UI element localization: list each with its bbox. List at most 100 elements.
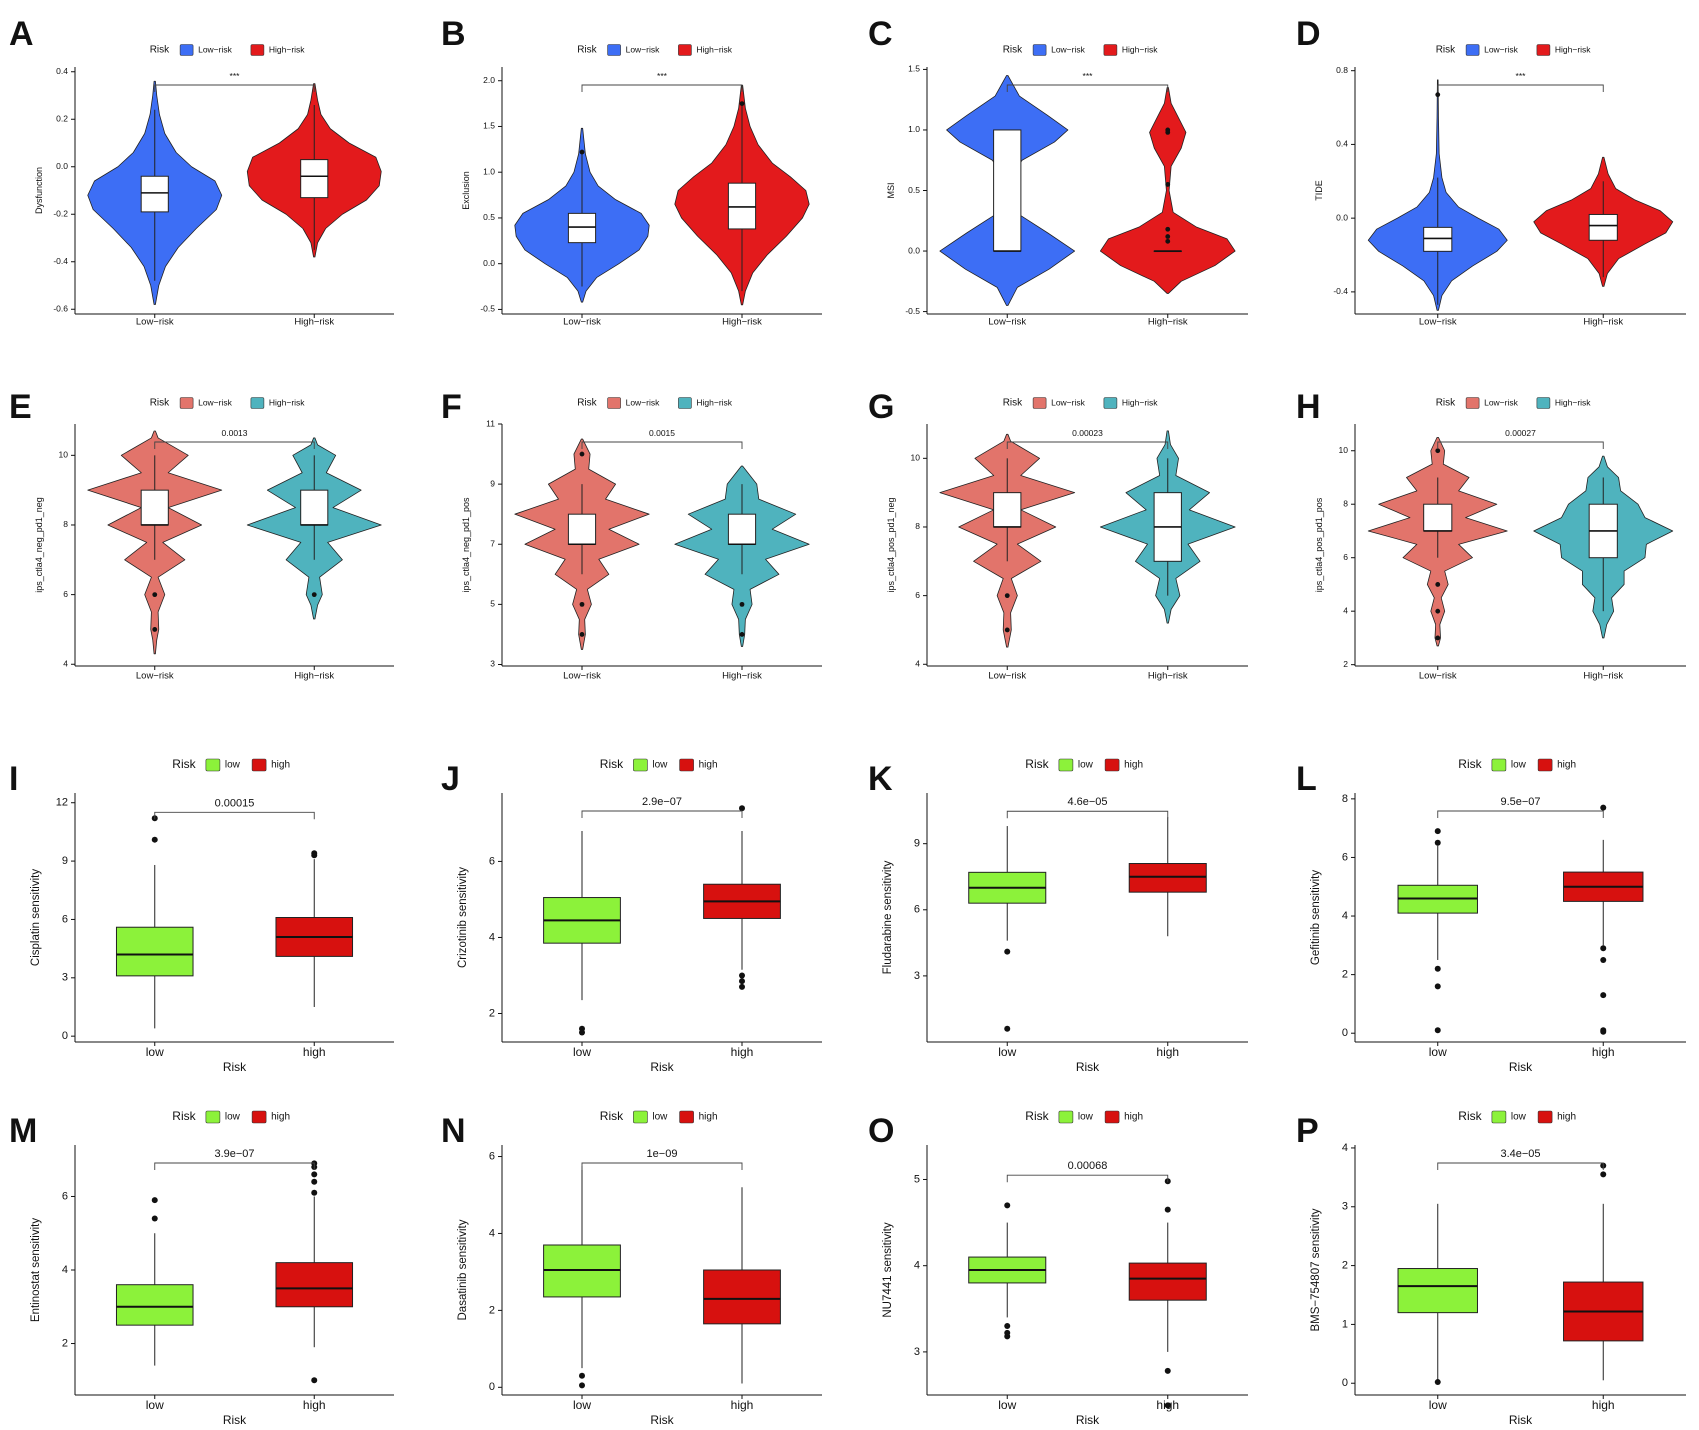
significance-bracket: *** — [581, 71, 743, 92]
y-tick-label: 1.5 — [483, 121, 495, 131]
significance-label: 1e−09 — [647, 1148, 678, 1160]
legend-swatch — [678, 397, 692, 409]
significance-label: 4.6e−05 — [1067, 796, 1107, 808]
box — [993, 129, 1022, 252]
outlier-point — [1004, 627, 1010, 633]
chart-panel-o: O Risk low high 3 4 5 NU7441 sensitivity low high… — [868, 1109, 1248, 1427]
y-tick-label: 6 — [489, 855, 495, 867]
significance-label: *** — [1083, 71, 1094, 81]
y-tick-label: 0 — [489, 1381, 495, 1393]
group-lowrisk — [939, 75, 1076, 306]
panel-label: D — [1296, 15, 1321, 53]
y-tick-label: 2 — [1343, 659, 1348, 669]
box — [567, 212, 597, 244]
x-tick-label: High−risk — [722, 671, 762, 682]
legend-swatch — [1058, 758, 1074, 772]
y-tick-label: 9 — [490, 478, 495, 488]
legend-label: high — [1557, 760, 1576, 771]
box — [1128, 1262, 1207, 1301]
legend-swatch — [1491, 758, 1507, 772]
y-axis-title: BMS−754807 sensitivity — [1310, 1208, 1322, 1331]
outlier-point — [1435, 92, 1441, 98]
y-tick-label: 4 — [62, 1264, 68, 1276]
outlier-point — [1434, 1027, 1441, 1034]
chart-panel-p: P Risk low high 0 1 2 3 4 BMS−754807 sensitivity l… — [1296, 1109, 1686, 1427]
group-low — [543, 831, 621, 1036]
legend: Risk Low−risk High−risk — [577, 44, 733, 56]
outlier-point — [1434, 965, 1441, 972]
legend-title: Risk — [577, 45, 597, 56]
y-tick-label: 1.0 — [908, 124, 920, 134]
significance-bracket: 4.6e−05 — [1006, 796, 1169, 819]
legend-swatch — [607, 44, 621, 56]
chart-panel-c: C Risk Low−risk High−risk -0.5 0.0 0.5 1.0 1.5 MS… — [868, 15, 1248, 328]
outlier-point — [1004, 1202, 1011, 1209]
y-tick-label: 0.5 — [483, 212, 495, 222]
y-tick-label: 3 — [490, 659, 495, 669]
outlier-point — [1600, 956, 1607, 963]
legend-label: High−risk — [696, 397, 732, 407]
chart-panel-e: E Risk Low−risk High−risk 4 6 8 10 ips_ctla4_neg… — [9, 388, 394, 682]
significance-bracket: *** — [1437, 71, 1604, 92]
y-tick-label: 0.8 — [1336, 65, 1348, 75]
significance-label: 0.00068 — [1068, 1160, 1108, 1172]
x-tick-label: Low−risk — [563, 317, 601, 328]
y-tick-label: 3 — [62, 972, 68, 984]
outlier-point — [151, 836, 158, 843]
legend-swatch — [1536, 44, 1551, 56]
bracket-line — [1437, 84, 1604, 92]
legend-title: Risk — [1458, 757, 1482, 771]
legend-label: High−risk — [1555, 397, 1591, 407]
y-tick-label: 0 — [1342, 1027, 1348, 1039]
outlier-point — [739, 101, 745, 106]
x-tick-label: Low−risk — [136, 671, 174, 682]
legend-title: Risk — [1025, 757, 1049, 771]
legend-title: Risk — [1458, 1109, 1482, 1123]
legend-swatch — [1465, 44, 1480, 56]
x-tick-label: low — [1429, 1045, 1447, 1059]
y-tick-label: 6 — [1343, 552, 1348, 562]
legend: Risk low high — [1025, 1109, 1143, 1124]
legend-label: Low−risk — [1051, 44, 1086, 54]
legend: Risk Low−risk High−risk — [150, 397, 305, 409]
x-axis-title: Risk — [1509, 1413, 1533, 1427]
y-tick-label: 2.0 — [483, 75, 495, 85]
outlier-point — [311, 592, 317, 598]
legend-swatch — [1103, 397, 1118, 409]
outlier-point — [311, 1178, 318, 1185]
panel-label: I — [9, 760, 18, 798]
significance-bracket: 1e−09 — [581, 1148, 743, 1170]
legend-label: Low−risk — [626, 44, 661, 54]
x-tick-label: low — [1429, 1398, 1447, 1412]
y-tick-label: 0.4 — [1336, 139, 1348, 149]
legend-label: Low−risk — [1051, 397, 1086, 407]
group-low — [115, 815, 194, 1029]
legend-title: Risk — [600, 757, 624, 771]
legend: Risk Low−risk High−risk — [1436, 44, 1591, 56]
legend-label: high — [1557, 1112, 1576, 1123]
legend-title: Risk — [600, 1109, 624, 1123]
legend-label: high — [699, 760, 718, 771]
group-high — [703, 1187, 781, 1384]
y-tick-label: -0.2 — [53, 209, 68, 219]
legend: Risk low high — [172, 1109, 290, 1124]
y-tick-label: 3 — [914, 970, 920, 982]
legend-title: Risk — [1436, 45, 1456, 56]
legend-label: High−risk — [269, 44, 305, 54]
legend-label: high — [271, 760, 290, 771]
x-tick-label: Low−risk — [988, 317, 1026, 328]
outlier-point — [151, 1197, 158, 1204]
panel-label: H — [1296, 388, 1321, 426]
y-axis-title: ips_ctla4_neg_pd1_pos — [461, 497, 471, 593]
outlier-point — [1164, 1206, 1171, 1213]
x-tick-label: High−risk — [1583, 671, 1623, 682]
group-highrisk — [1533, 156, 1674, 287]
legend-swatch — [1537, 1110, 1553, 1124]
x-tick-label: low — [146, 1398, 164, 1412]
box — [1397, 1268, 1478, 1314]
legend-title: Risk — [172, 757, 196, 771]
outlier-point — [1435, 582, 1441, 587]
legend-swatch — [179, 44, 194, 56]
group-high — [1563, 804, 1644, 1035]
box — [1588, 213, 1618, 241]
